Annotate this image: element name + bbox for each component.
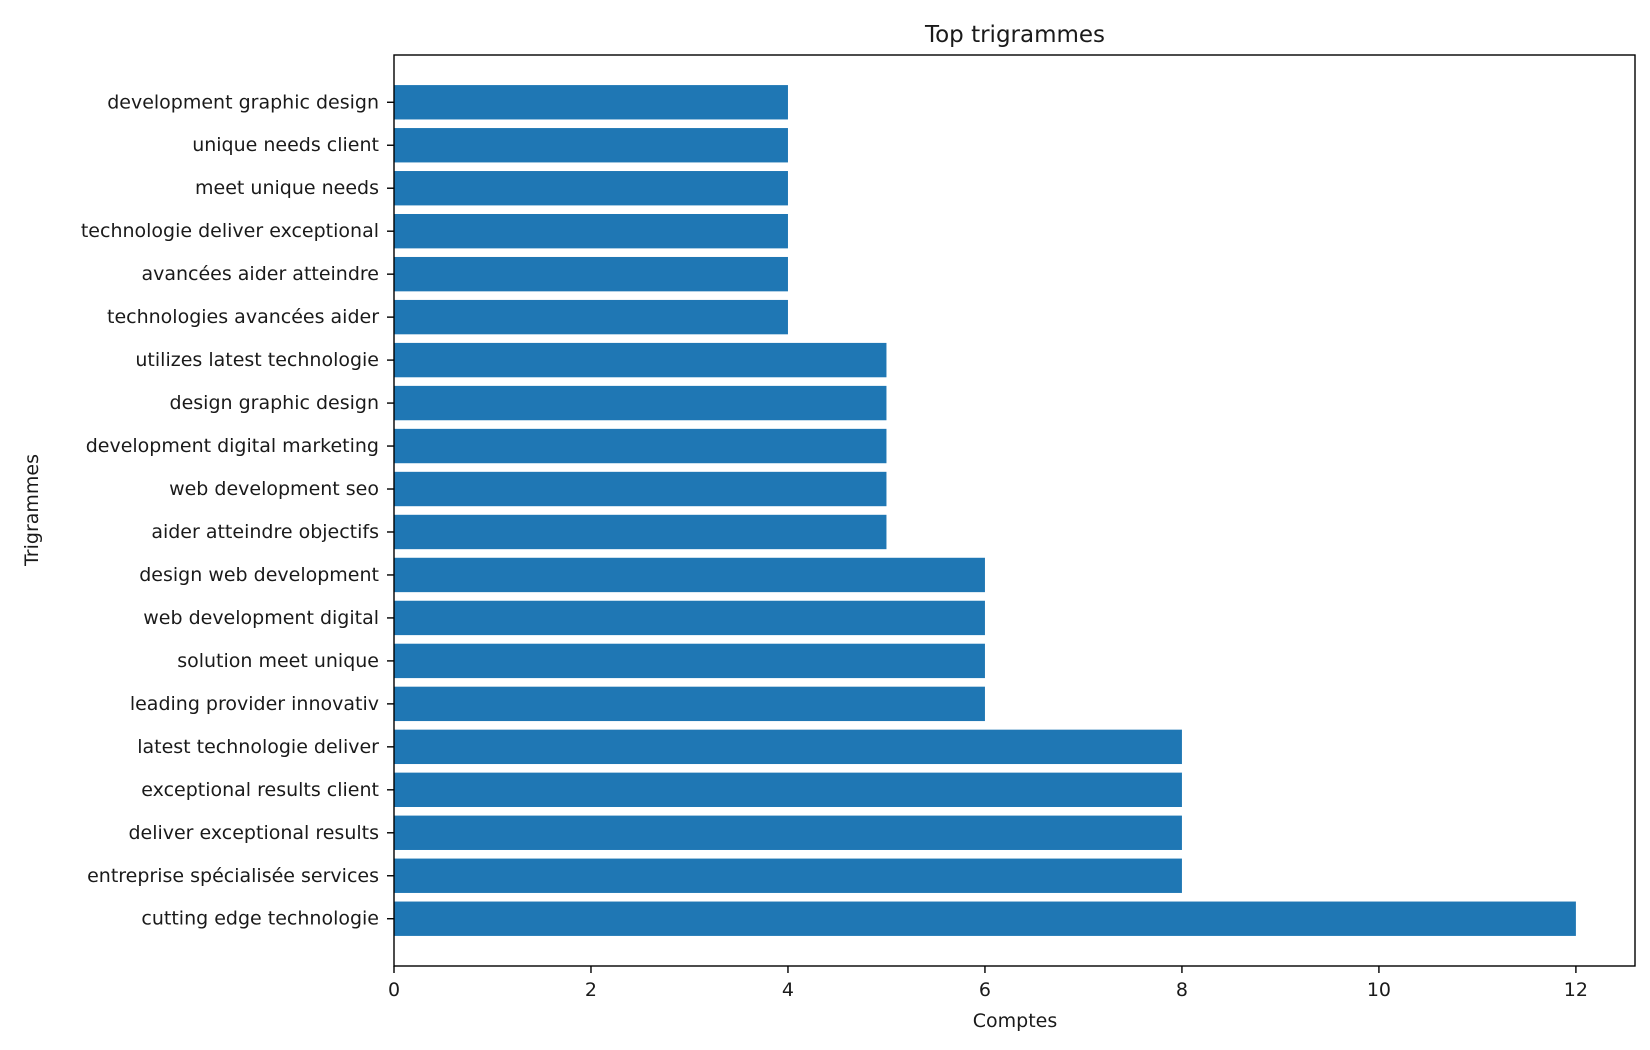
y-tick-label: cutting edge technologie bbox=[141, 908, 379, 930]
y-tick-label: design graphic design bbox=[170, 392, 379, 414]
y-tick-label: deliver exceptional results bbox=[128, 822, 379, 844]
bar bbox=[394, 815, 1182, 850]
plot-frame bbox=[393, 54, 1636, 967]
bar bbox=[394, 128, 788, 163]
x-tick-label: 6 bbox=[979, 979, 991, 1001]
x-tick-label: 8 bbox=[1176, 979, 1188, 1001]
bar bbox=[394, 729, 1182, 765]
y-tick-label: design web development bbox=[139, 564, 379, 586]
bar bbox=[394, 514, 887, 550]
y-tick-label: leading provider innovativ bbox=[130, 693, 379, 715]
bars-group bbox=[394, 85, 1576, 936]
y-tick-label: avancées aider atteindre bbox=[141, 263, 379, 285]
y-tick-label: web development digital bbox=[143, 607, 379, 629]
y-tick-label: exceptional results client bbox=[141, 779, 379, 801]
y-tick-label: entreprise spécialisée services bbox=[87, 865, 379, 887]
bar bbox=[394, 557, 985, 593]
bar bbox=[394, 600, 985, 636]
x-axis-ticks: 0 2 4 6 8 10 12 bbox=[388, 966, 1588, 1001]
y-tick-label: solution meet unique bbox=[177, 650, 379, 672]
bar bbox=[394, 299, 788, 335]
bar bbox=[394, 385, 887, 421]
bar bbox=[394, 342, 887, 378]
y-tick-label: development graphic design bbox=[107, 91, 379, 113]
y-tick-label: development digital marketing bbox=[86, 435, 379, 457]
bar bbox=[394, 213, 788, 249]
bar bbox=[394, 171, 788, 206]
chart-title: Top trigrammes bbox=[924, 22, 1105, 48]
bar bbox=[394, 256, 788, 292]
bar bbox=[394, 471, 887, 507]
y-tick-label: technologies avancées aider bbox=[107, 306, 379, 328]
y-tick-label: latest technologie deliver bbox=[137, 736, 379, 758]
x-tick-label: 4 bbox=[782, 979, 794, 1001]
x-tick-label: 10 bbox=[1367, 979, 1391, 1001]
bar bbox=[394, 772, 1182, 808]
y-tick-label: technologie deliver exceptional bbox=[81, 220, 379, 242]
plot-area bbox=[394, 55, 1635, 966]
bar bbox=[394, 85, 788, 120]
y-tick-label: web development seo bbox=[169, 478, 379, 500]
bar bbox=[394, 901, 1576, 936]
x-tick-label: 12 bbox=[1564, 979, 1588, 1001]
bar bbox=[394, 858, 1182, 893]
y-tick-label: unique needs client bbox=[192, 134, 379, 156]
y-tick-label: utilizes latest technologie bbox=[135, 349, 379, 371]
bar bbox=[394, 643, 985, 679]
x-tick-label: 2 bbox=[585, 979, 597, 1001]
x-axis-label: Comptes bbox=[973, 1010, 1058, 1032]
bar bbox=[394, 428, 887, 464]
bar bbox=[394, 686, 985, 722]
y-tick-label: aider atteindre objectifs bbox=[151, 521, 379, 543]
y-axis-ticks: cutting edge technologie entreprise spéci… bbox=[81, 91, 394, 930]
y-tick-label: meet unique needs bbox=[195, 177, 379, 199]
y-axis-label: Trigrammes bbox=[21, 454, 43, 567]
x-tick-label: 0 bbox=[388, 979, 400, 1001]
